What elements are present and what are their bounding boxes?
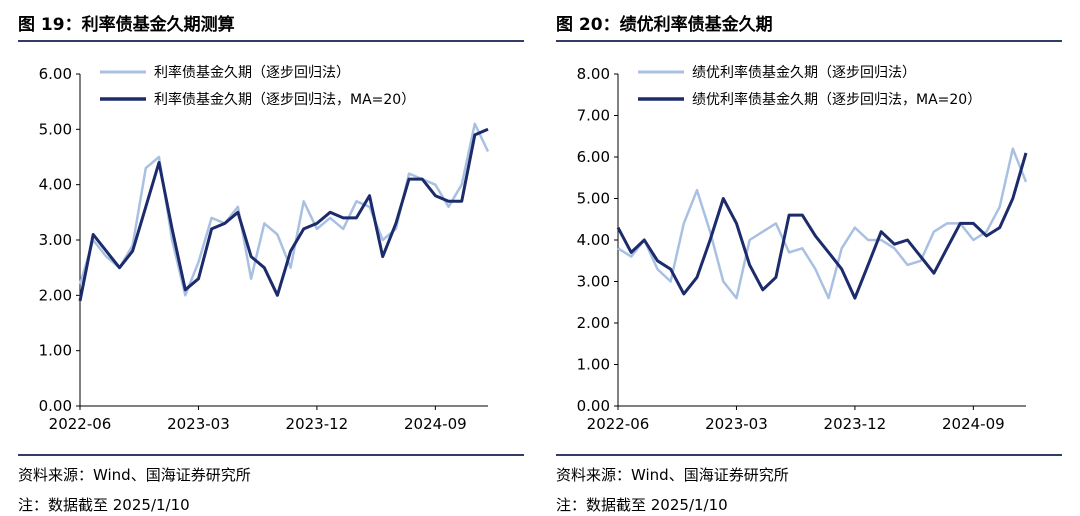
date-note: 注：数据截至 2025/1/10 bbox=[18, 496, 190, 514]
series-line-1 bbox=[617, 147, 1028, 300]
x-tick-label: 2022-06 bbox=[49, 415, 112, 433]
y-tick-label: 1.00 bbox=[39, 342, 72, 360]
legend-label: 绩优利率债基金久期（逐步回归法） bbox=[692, 64, 916, 81]
y-tick-label: 8.00 bbox=[577, 65, 610, 83]
duration-chart: 0.00 1.00 2.00 3.00 4.00 5.00 6.00 7.00 8.00 2022… bbox=[577, 64, 1028, 433]
x-tick-label: 2022-06 bbox=[587, 415, 650, 433]
x-tick-label: 2023-03 bbox=[167, 415, 230, 433]
x-tick-label: 2023-03 bbox=[705, 415, 768, 433]
chart-panel-right: 图 20：绩优利率债基金久期 0.00 1.00 2.00 3.00 4.00 5.00 6… bbox=[556, 0, 1080, 516]
series-line-2 bbox=[78, 127, 489, 302]
figure-title: 图 19：利率债基金久期测算 bbox=[18, 15, 235, 35]
y-tick-label: 6.00 bbox=[39, 65, 72, 83]
y-tick-label: 0.00 bbox=[39, 397, 72, 415]
y-tick-label: 7.00 bbox=[577, 107, 610, 125]
x-tick-label: 2024-09 bbox=[404, 415, 467, 433]
y-tick-label: 3.00 bbox=[577, 273, 610, 291]
source-note: 资料来源：Wind、国海证券研究所 bbox=[556, 466, 789, 484]
duration-chart: 0.00 1.00 2.00 3.00 4.00 5.00 6.00 2022-06 2023-… bbox=[39, 64, 490, 433]
y-tick-label: 4.00 bbox=[577, 231, 610, 249]
y-tick-label: 6.00 bbox=[577, 148, 610, 166]
legend-label: 利率债基金久期（逐步回归法，MA=20） bbox=[154, 91, 415, 108]
title-rule bbox=[556, 40, 1062, 42]
title-rule bbox=[18, 40, 524, 42]
y-tick-label: 5.00 bbox=[39, 120, 72, 138]
y-tick-label: 4.00 bbox=[39, 176, 72, 194]
series-line-2 bbox=[616, 152, 1028, 300]
y-tick-label: 1.00 bbox=[577, 356, 610, 374]
y-tick-label: 3.00 bbox=[39, 231, 72, 249]
footer-rule bbox=[18, 454, 524, 456]
chart-panel-left: 图 19：利率债基金久期测算 0.00 1.00 2.00 3.00 4.00 5.00 6… bbox=[18, 0, 548, 516]
legend-label: 利率债基金久期（逐步回归法） bbox=[154, 64, 350, 81]
source-note: 资料来源：Wind、国海证券研究所 bbox=[18, 466, 251, 484]
y-tick-label: 0.00 bbox=[577, 397, 610, 415]
x-tick-label: 2023-12 bbox=[286, 415, 349, 433]
y-tick-label: 2.00 bbox=[577, 314, 610, 332]
figure-title: 图 20：绩优利率债基金久期 bbox=[556, 15, 773, 35]
y-tick-label: 2.00 bbox=[39, 286, 72, 304]
y-tick-label: 5.00 bbox=[577, 190, 610, 208]
x-tick-label: 2024-09 bbox=[942, 415, 1005, 433]
legend-label: 绩优利率债基金久期（逐步回归法，MA=20） bbox=[692, 91, 981, 108]
date-note: 注：数据截至 2025/1/10 bbox=[556, 496, 728, 514]
footer-rule bbox=[556, 454, 1062, 456]
x-tick-label: 2023-12 bbox=[824, 415, 887, 433]
